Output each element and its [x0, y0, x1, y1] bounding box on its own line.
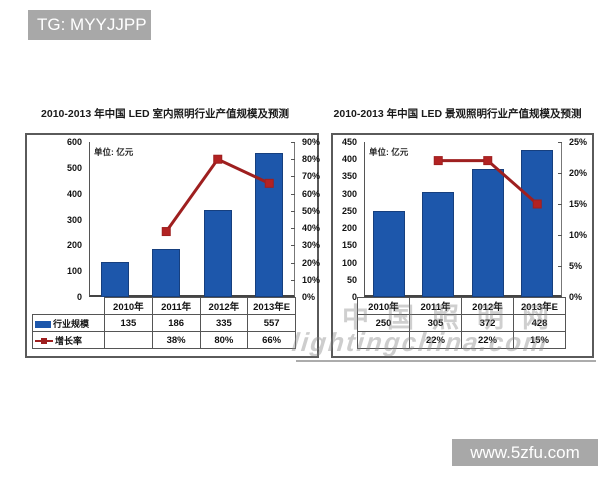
axis-tick — [291, 245, 295, 247]
scale-value-cell: 135 — [104, 314, 153, 332]
bar-2011年 — [152, 248, 181, 297]
y-axis-left-label: 500 — [66, 162, 82, 173]
y-axis-right-label: 90% — [302, 137, 321, 147]
y-axis-left-label: 300 — [341, 188, 357, 199]
bar-legend-swatch — [35, 320, 51, 328]
scale-value-row: 行业规模 135 186 335 557 — [32, 314, 296, 332]
chart-panel-landscape: 450 400 350 300 250 200 150 100 50 0 25% 20% 15% 10% 5… — [331, 133, 594, 358]
bottom-right-watermark-badge: www.5zfu.com — [452, 439, 598, 466]
plot-area — [89, 142, 295, 297]
chart-panel-indoor: 600 500 400 300 200 100 0 90% 80% 70% 60% 50% 40% 30%… — [25, 133, 321, 358]
y-axis-right-label: 10% — [569, 230, 588, 240]
unit-label: 单位: 亿元 — [94, 147, 134, 157]
empty-corner-cell — [33, 298, 105, 315]
y-axis-left-label: 50 — [346, 274, 357, 285]
y-axis-left-label: 0 — [76, 292, 82, 302]
year-header-row: 2010年 2011年 2012年 2013年E — [357, 297, 566, 315]
center-watermark-text: 中国照明网 — [342, 303, 567, 333]
line-legend-swatch — [35, 337, 53, 345]
top-left-watermark-badge: TG: MYYJJPP — [28, 10, 151, 40]
axis-tick — [291, 262, 295, 264]
axis-tick — [558, 173, 562, 174]
legend-label: 增长率 — [55, 335, 83, 346]
year-header-cell: 2010年 — [104, 297, 153, 315]
axis-tick — [558, 142, 562, 143]
y-axis-right-label: 20% — [569, 168, 588, 178]
y-axis-right-label: 40% — [302, 223, 321, 234]
axis-tick — [291, 228, 295, 230]
axis-tick — [558, 204, 562, 205]
y-axis-left-label: 350 — [341, 171, 357, 182]
y-axis-left-label: 150 — [341, 240, 357, 251]
scale-value-cell: 186 — [151, 314, 201, 332]
y-axis-right-label: 15% — [569, 199, 588, 209]
axis-tick — [558, 266, 562, 267]
y-axis-right-label: 30% — [302, 240, 321, 251]
y-axis-right-label: 0% — [302, 292, 316, 302]
axis-tick — [291, 210, 295, 212]
axis-tick — [558, 235, 562, 236]
y-axis-right-label: 50% — [302, 205, 321, 216]
growth-rate-line — [161, 154, 274, 237]
growth-rate-cell: 38% — [151, 331, 201, 349]
y-axis-left-label: 200 — [66, 240, 82, 251]
unit-label: 单位: 亿元 — [369, 147, 409, 157]
y-axis-left-label: 250 — [341, 205, 357, 216]
y-axis-right-label: 70% — [302, 171, 321, 182]
growth-rate-cell: 66% — [247, 331, 296, 349]
scale-value-cell: 557 — [247, 314, 296, 332]
y-axis-right-label: 0% — [569, 292, 583, 302]
year-header-row: 2010年 2011年 2012年 2013年E — [33, 297, 296, 315]
growth-rate-cell: 15% — [513, 331, 566, 349]
year-header-cell: 2012年 — [199, 297, 249, 315]
y-axis-left-label: 400 — [341, 154, 357, 165]
growth-rate-cell — [104, 331, 153, 349]
growth-rate-row: 22% 22% 15% — [357, 331, 566, 349]
axis-tick — [291, 279, 295, 281]
axis-tick — [291, 193, 295, 195]
axis-tick — [291, 159, 295, 161]
growth-rate-line — [433, 156, 542, 209]
bar-2010年 — [372, 210, 405, 297]
axis-tick — [291, 176, 295, 178]
y-axis-left-label: 200 — [341, 223, 357, 234]
growth-rate-cell: 80% — [199, 331, 249, 349]
script-watermark-text: lightingchina.com — [290, 327, 551, 357]
axis-tick — [291, 142, 295, 143]
y-axis-right-label: 10% — [302, 274, 321, 285]
y-axis-right-label: 5% — [569, 261, 583, 271]
y-axis-right-label: 20% — [302, 257, 321, 268]
watermark-underline — [296, 360, 596, 362]
chart-data-table: 2010年 2011年 2012年 2013年E 250 305 372 428 22% 22% 1… — [357, 297, 566, 349]
growth-rate-row: 增长率 38% 80% 66% — [32, 331, 296, 349]
y-axis-left-label: 100 — [66, 266, 82, 277]
y-axis-left-label: 100 — [341, 257, 357, 268]
bar-2013年E — [521, 149, 554, 297]
bar-2010年 — [100, 262, 129, 297]
legend-growth-rate: 增长率 — [32, 331, 105, 349]
year-header-cell: 2011年 — [151, 297, 201, 315]
chart-title-landscape: 2010-2013 年中国 LED 景观照明行业产值规模及预测 — [333, 108, 582, 120]
bar-2011年 — [422, 191, 455, 297]
y-axis-right-label: 25% — [569, 137, 588, 147]
y-axis-left-label: 600 — [66, 137, 82, 147]
scale-value-cell: 335 — [199, 314, 249, 332]
y-axis-right-label: 60% — [302, 188, 321, 199]
legend-industry-scale: 行业规模 — [32, 314, 105, 332]
bar-2013年E — [255, 153, 284, 297]
year-header-cell: 2013年E — [247, 297, 296, 315]
y-axis-left-label: 400 — [66, 188, 82, 199]
legend-label: 行业规模 — [53, 318, 90, 329]
bar-2012年 — [471, 168, 504, 297]
chart-title-indoor: 2010-2013 年中国 LED 室内照明行业产值规模及预测 — [41, 108, 289, 120]
plot-area — [364, 142, 562, 297]
y-axis-right-label: 80% — [302, 154, 321, 165]
y-axis-left-label: 0 — [351, 292, 357, 302]
y-axis-left-label: 300 — [66, 214, 82, 225]
chart-data-table: 2010年 2011年 2012年 2013年E 行业规模 135 186 335 557 增长率… — [32, 297, 296, 349]
y-axis-left-label: 450 — [341, 137, 357, 147]
scale-value-row: 250 305 372 428 — [357, 314, 566, 332]
bar-2012年 — [203, 210, 232, 297]
